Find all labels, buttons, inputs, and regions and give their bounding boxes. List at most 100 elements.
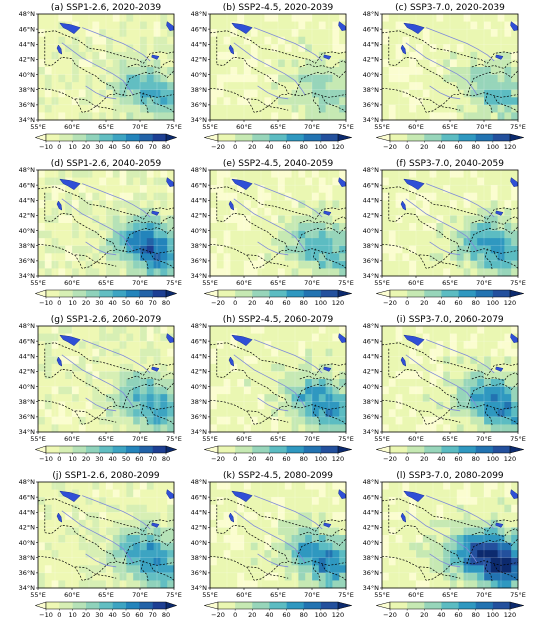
field-cell [112, 580, 120, 589]
border-line [493, 96, 519, 113]
field-cell [422, 580, 430, 589]
field-cell [278, 29, 286, 38]
field-cell [112, 185, 120, 194]
field-cell [140, 565, 148, 574]
field-cell [305, 36, 313, 45]
field-cell [92, 356, 100, 365]
field-cell [146, 29, 154, 38]
border-line [247, 410, 289, 423]
field-cell [244, 82, 252, 91]
field-cell [78, 394, 86, 403]
field-cell [278, 170, 286, 178]
field-cell [429, 409, 437, 418]
field-cell [443, 497, 451, 506]
field-cell [223, 207, 231, 216]
field-cell [339, 527, 347, 536]
field-cell [318, 177, 326, 186]
colorbar-tick-label: −20 [383, 455, 397, 463]
field-cell [126, 527, 134, 536]
field-cell [456, 519, 464, 528]
field-cell [395, 112, 403, 121]
field-cell [210, 565, 218, 574]
field-cell [58, 230, 66, 239]
field-cell [92, 21, 100, 30]
field-cell [112, 21, 120, 30]
field-cell [395, 29, 403, 38]
field-cell [51, 409, 59, 418]
lon-tick-label: 65°E [98, 279, 114, 287]
field-cell [463, 59, 471, 68]
lat-tick-label: 40°N [191, 71, 208, 79]
field-cell [497, 497, 505, 506]
field-cell [318, 245, 326, 254]
field-cell [216, 572, 224, 581]
field-cell [38, 260, 46, 269]
field-cell [429, 223, 437, 231]
field-cell [422, 326, 430, 334]
colorbar-swatch [492, 602, 511, 609]
field-cell [477, 268, 485, 277]
field-cell [395, 89, 403, 98]
field-cell [339, 326, 347, 334]
field-cell [416, 580, 424, 589]
field-cell [85, 424, 93, 433]
field-cell [153, 21, 161, 30]
field-cell [318, 356, 326, 365]
field-cell [436, 200, 444, 209]
field-cell [230, 223, 238, 231]
field-cell [443, 535, 451, 543]
field-cell [160, 356, 168, 365]
field-cell [298, 363, 306, 372]
field-cell [244, 74, 252, 83]
field-cell [146, 416, 154, 425]
field-cell [51, 36, 59, 45]
field-cell [318, 51, 326, 60]
lat-tick-label: 46°N [191, 181, 208, 189]
field-cell [106, 29, 114, 38]
field-cell [271, 112, 279, 121]
lat-tick-label: 34°N [19, 584, 36, 592]
field-cell [230, 245, 238, 254]
field-cell [216, 230, 224, 239]
field-cell [463, 89, 471, 98]
panel-title: (d) SSP1-2.6, 2040-2059 [51, 159, 162, 169]
field-cell [140, 424, 148, 433]
field-cell [85, 326, 93, 334]
border-line [419, 254, 461, 267]
field-cell [106, 97, 114, 106]
field-cell [140, 223, 148, 231]
field-cell [112, 356, 120, 365]
field-cell [271, 424, 279, 433]
field-cell [210, 200, 218, 209]
field-cell [388, 170, 396, 178]
field-cell [298, 200, 306, 209]
lake-shape [228, 200, 235, 211]
colorbar-swatch [59, 134, 73, 141]
field-cell [44, 260, 52, 269]
field-cell [477, 177, 485, 186]
border-line [299, 372, 347, 381]
colorbar-tick-label: 20 [248, 143, 256, 151]
field-cell [278, 44, 286, 53]
field-cell [443, 326, 451, 334]
field-cell [312, 238, 320, 247]
field-cell [318, 542, 326, 551]
field-cell [325, 89, 333, 98]
border-line [313, 404, 321, 426]
field-cell [146, 36, 154, 45]
field-cell [250, 527, 258, 536]
field-cell [332, 260, 340, 269]
field-cell [409, 371, 417, 380]
field-cell [339, 238, 347, 247]
field-cell [497, 245, 505, 254]
field-cell [332, 14, 340, 22]
field-cell [422, 527, 430, 536]
field-cell [470, 326, 478, 334]
field-cell [119, 409, 127, 418]
field-cell [443, 416, 451, 425]
field-cell [72, 394, 80, 403]
field-cell [140, 489, 148, 498]
field-cell [436, 363, 444, 372]
field-cell [450, 557, 458, 566]
field-cell [38, 207, 46, 216]
